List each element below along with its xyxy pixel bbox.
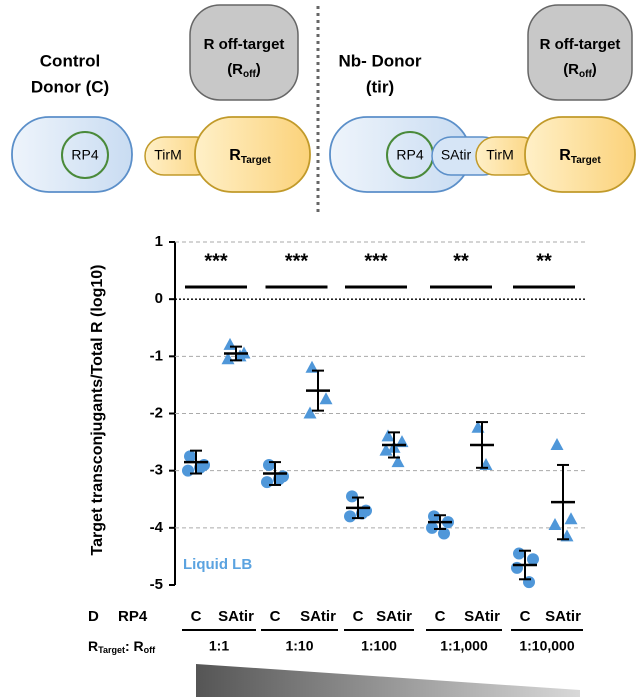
target-cell — [524, 116, 636, 193]
data-point — [223, 337, 237, 350]
gradient-wedge — [196, 664, 580, 697]
r-off-label: R off-target — [204, 36, 285, 53]
x-tick-label: SAtir — [545, 608, 581, 625]
data-point — [381, 429, 395, 442]
x-tick-label: SAtir — [300, 608, 336, 625]
significance-label: *** — [364, 250, 388, 272]
target-label: RTarget — [229, 147, 271, 165]
y-tick-label: 0 — [155, 290, 163, 307]
group-label: 1:1 — [209, 638, 229, 654]
group-label: 1:10 — [285, 638, 313, 654]
plasmid-label: RP4 — [396, 147, 423, 163]
significance-label: ** — [453, 250, 469, 272]
r-off-label: R off-target — [540, 36, 621, 53]
data-point — [263, 458, 275, 471]
tirm-label: TirM — [486, 147, 513, 163]
group-label: 1:100 — [361, 638, 397, 654]
data-point — [184, 450, 196, 463]
significance-label: *** — [285, 250, 309, 272]
annotation: Liquid LB — [183, 556, 252, 573]
r-off-symbol: (Roff) — [563, 61, 597, 80]
donor-cell — [11, 116, 133, 193]
r-off-cell — [189, 4, 299, 101]
y-axis-label: Target transconjugants/Total R (log10) — [89, 265, 106, 556]
panel-label: Control — [40, 51, 100, 70]
y-tick-label: -4 — [150, 519, 164, 536]
data-point — [428, 510, 440, 523]
data-point — [550, 437, 564, 450]
target-label: RTarget — [559, 147, 601, 165]
data-point — [438, 527, 450, 540]
data-point — [319, 392, 333, 405]
data-point — [511, 561, 523, 574]
data-point — [426, 521, 438, 534]
panel-label: Donor (C) — [31, 77, 109, 96]
data-point — [344, 510, 356, 523]
r-off-cell — [527, 4, 633, 101]
data-point — [303, 406, 317, 419]
data-point — [182, 464, 194, 477]
x-tick-label: SAtir — [218, 608, 254, 625]
x-tick-label: C — [435, 608, 446, 625]
y-tick-label: -3 — [150, 462, 163, 479]
r-off-symbol: (Roff) — [227, 61, 261, 80]
plasmid — [61, 131, 109, 179]
y-tick-label: -5 — [150, 576, 163, 593]
satir-label: SAtir — [441, 147, 472, 163]
data-point — [261, 476, 273, 489]
x-tick-label: C — [520, 608, 531, 625]
tirm-label: TirM — [154, 147, 181, 163]
panel-label: (tir) — [366, 77, 394, 96]
panel-label: Nb- Donor — [338, 51, 421, 70]
group-label: 1:10,000 — [519, 638, 574, 654]
group-label: 1:1,000 — [440, 638, 488, 654]
data-point — [548, 517, 562, 530]
y-tick-label: -2 — [150, 404, 163, 421]
data-point — [346, 490, 358, 503]
ratio-label: RTarget: Roff — [88, 638, 156, 656]
row-label: RP4 — [118, 608, 148, 625]
x-tick-label: SAtir — [464, 608, 500, 625]
x-tick-label: C — [270, 608, 281, 625]
significance-label: ** — [536, 250, 552, 272]
plasmid-label: RP4 — [71, 147, 98, 163]
data-point — [527, 553, 539, 566]
target-cell — [194, 116, 311, 193]
significance-label: *** — [204, 250, 228, 272]
data-point — [564, 512, 578, 525]
x-tick-label: C — [353, 608, 364, 625]
row-label: D — [88, 608, 99, 625]
y-tick-label: 1 — [155, 233, 163, 250]
data-point — [513, 547, 525, 560]
y-tick-label: -1 — [150, 347, 163, 364]
x-tick-label: C — [191, 608, 202, 625]
data-point — [391, 455, 405, 468]
x-tick-label: SAtir — [376, 608, 412, 625]
